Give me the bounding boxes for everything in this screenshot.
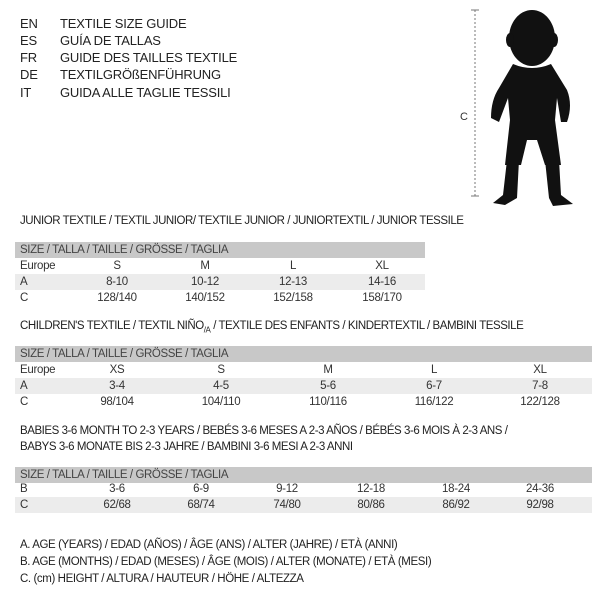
row-label: B: [20, 483, 28, 495]
table-cell: 62/68: [103, 499, 131, 511]
lang-code-es: ES: [20, 33, 37, 48]
lang-code-en: EN: [20, 16, 38, 31]
lang-code-it: IT: [20, 85, 32, 100]
legend-a: A. AGE (YEARS) / EDAD (AÑOS) / ÂGE (ANS)…: [20, 539, 398, 551]
row-label: C: [20, 396, 29, 408]
table-cell: 24-36: [526, 483, 554, 495]
table-cell: 80/86: [357, 499, 385, 511]
table-cell: 12-13: [279, 276, 307, 288]
row-label: C: [20, 499, 29, 511]
table-cell: 6-9: [193, 483, 209, 495]
table-cell: XS: [109, 364, 125, 376]
table-cell: 104/110: [201, 396, 241, 408]
table-cell: 14-16: [368, 276, 396, 288]
table-cell: 7-8: [532, 380, 548, 392]
child-silhouette-figure: C: [460, 9, 573, 206]
table-cell: 5-6: [320, 380, 336, 392]
row-label: Europe: [20, 260, 56, 272]
table-cell: 74/80: [273, 499, 301, 511]
table-cell: S: [113, 260, 121, 272]
table-cell: 3-6: [109, 483, 125, 495]
table-row: C 128/140 140/152 152/158 158/170: [15, 290, 425, 306]
table-cell: 98/104: [100, 396, 134, 408]
table-cell: 9-12: [276, 483, 298, 495]
babies-size-header: SIZE / TALLA / TAILLE / GRÖSSE / TAGLIA: [15, 467, 592, 483]
table-cell: 152/158: [273, 292, 313, 304]
table-row: B 3-6 6-9 9-12 12-18 18-24 24-36: [15, 481, 592, 497]
table-cell: 3-4: [109, 380, 125, 392]
table-cell: 158/170: [362, 292, 402, 304]
table-cell: 122/128: [520, 396, 560, 408]
table-cell: XL: [375, 260, 389, 272]
table-row: Europe S M L XL: [15, 258, 425, 274]
junior-size-header: SIZE / TALLA / TAILLE / GRÖSSE / TAGLIA: [15, 242, 425, 258]
table-row: A 3-4 4-5 5-6 6-7 7-8: [15, 378, 592, 394]
row-label: A: [20, 380, 28, 392]
children-title-main: CHILDREN'S TEXTILE / TEXTIL NIÑO: [20, 320, 204, 332]
babies-section-title-line2: BABYS 3-6 MONATE BIS 2-3 JAHRE / BAMBINI…: [20, 441, 353, 453]
title-de: TEXTILGRÖßENFÜHRUNG: [60, 67, 221, 82]
table-cell: 6-7: [426, 380, 442, 392]
table-cell: 12-18: [357, 483, 385, 495]
title-es: GUÍA DE TALLAS: [60, 33, 161, 48]
children-size-header: SIZE / TALLA / TAILLE / GRÖSSE / TAGLIA: [15, 346, 592, 362]
table-cell: L: [289, 260, 297, 272]
junior-section-title: JUNIOR TEXTILE / TEXTIL JUNIOR/ TEXTILE …: [20, 215, 464, 227]
table-cell: S: [217, 364, 225, 376]
table-cell: M: [200, 260, 210, 272]
table-cell: 10-12: [191, 276, 219, 288]
row-label: Europe: [20, 364, 56, 376]
table-cell: 4-5: [213, 380, 229, 392]
row-label: A: [20, 276, 28, 288]
figure-label-c: C: [460, 111, 468, 123]
babies-section-title-line1: BABIES 3-6 MONTH TO 2-3 YEARS / BEBÉS 3-…: [20, 425, 508, 437]
table-cell: 92/98: [526, 499, 554, 511]
table-row: Europe XS S M L XL: [15, 362, 592, 378]
lang-code-fr: FR: [20, 50, 37, 65]
table-cell: 110/116: [309, 396, 347, 408]
table-cell: 18-24: [442, 483, 470, 495]
table-cell: 140/152: [185, 292, 225, 304]
table-row: C 62/68 68/74 74/80 80/86 86/92 92/98: [15, 497, 592, 513]
table-cell: 116/122: [414, 396, 454, 408]
children-title-sub: /A: [203, 325, 211, 335]
title-it: GUIDA ALLE TAGLIE TESSILI: [60, 85, 231, 100]
row-label: C: [20, 292, 29, 304]
table-row: A 8-10 10-12 12-13 14-16: [15, 274, 425, 290]
legend-b: B. AGE (MONTHS) / EDAD (MESES) / ÂGE (MO…: [20, 556, 432, 568]
table-cell: 86/92: [442, 499, 470, 511]
legend-c: C. (cm) HEIGHT / ALTURA / HAUTEUR / HÖHE…: [20, 573, 304, 585]
children-title-rest: / TEXTILE DES ENFANTS / KINDERTEXTIL / B…: [210, 320, 524, 332]
lang-code-de: DE: [20, 67, 38, 82]
child-silhouette-icon: [491, 10, 573, 206]
title-en: TEXTILE SIZE GUIDE: [60, 16, 187, 31]
children-section-title: CHILDREN'S TEXTILE / TEXTIL NIÑO/A / TEX…: [20, 320, 524, 335]
table-cell: XL: [533, 364, 547, 376]
table-cell: L: [430, 364, 438, 376]
table-cell: 68/74: [187, 499, 215, 511]
table-row: C 98/104 104/110 110/116 116/122 122/128: [15, 394, 592, 410]
table-cell: 128/140: [97, 292, 137, 304]
table-cell: 8-10: [106, 276, 128, 288]
table-cell: M: [323, 364, 333, 376]
title-fr: GUIDE DES TAILLES TEXTILE: [60, 50, 238, 65]
